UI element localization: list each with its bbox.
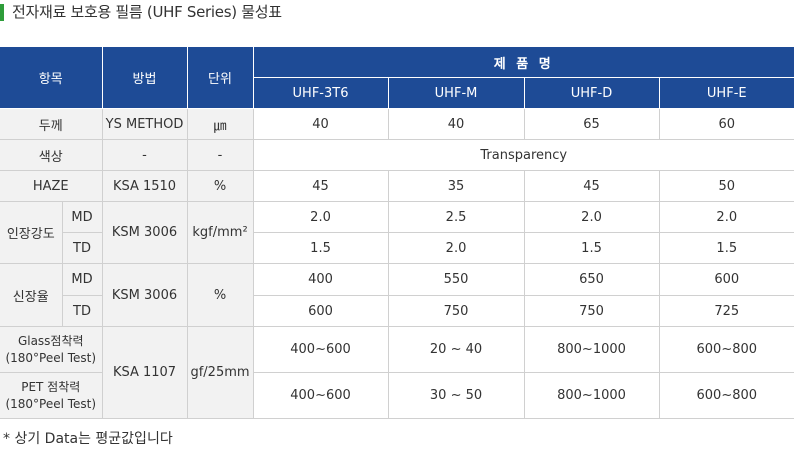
sub-label: TD	[62, 232, 103, 264]
value-cell: 35	[387, 170, 525, 202]
value-cell: 750	[523, 295, 660, 327]
row-label-line: Glass점착력	[17, 333, 84, 348]
row-label: HAZE	[0, 170, 103, 202]
unit-cell: -	[186, 139, 254, 171]
value-cell: 550	[387, 263, 525, 296]
value-cell: 600~800	[658, 326, 794, 373]
header-product-name: 제 품 명	[252, 46, 794, 78]
value-cell: 30 ~ 50	[387, 372, 525, 419]
row-label: 인장강도	[0, 201, 63, 264]
value-cell: 600	[252, 295, 389, 327]
sub-label: TD	[62, 295, 103, 327]
table-row: 인장강도 MD KSM 3006 kgf/mm² 2.0 2.5 2.0 2.0	[0, 201, 794, 264]
row-label: 신장율	[0, 263, 63, 327]
header-model: UHF-M	[387, 77, 525, 109]
value-cell: 800~1000	[523, 326, 660, 373]
value-cell: 45	[252, 170, 389, 202]
value-cell: 1.5	[252, 232, 389, 264]
table-row: TD 1.5 2.0 1.5 1.5	[0, 232, 794, 264]
value-cell: 45	[523, 170, 660, 202]
header-model: UHF-E	[658, 77, 794, 109]
table-row: Glass점착력 (180°Peel Test) KSA 1107 gf/25m…	[0, 326, 794, 419]
sub-label: MD	[61, 201, 103, 233]
row-label: 색상	[0, 139, 103, 171]
unit-cell: kgf/mm²	[186, 201, 254, 264]
value-cell: 600	[658, 263, 794, 296]
value-cell: 400~600	[252, 326, 389, 373]
method-cell: KSM 3006	[101, 263, 188, 327]
value-cell: 2.0	[252, 201, 389, 233]
footnote: * 상기 Data는 평균값입니다	[3, 431, 173, 447]
unit-cell: gf/25mm	[186, 326, 254, 419]
value-cell: 2.0	[658, 201, 794, 233]
unit-cell: ㎛	[186, 108, 254, 140]
header-method: 방법	[101, 46, 188, 109]
header-unit: 단위	[186, 46, 254, 109]
table-row: 색상 - - Transparency	[0, 139, 794, 171]
value-cell: 20 ~ 40	[387, 326, 525, 373]
header-model: UHF-D	[523, 77, 660, 109]
value-cell: 60	[658, 108, 794, 140]
table-row: 신장율 MD KSM 3006 % 400 550 650 600	[0, 263, 794, 327]
title-accent-bar	[0, 3, 4, 21]
value-cell: 1.5	[523, 232, 660, 264]
value-cell: 50	[658, 170, 794, 202]
value-cell: 600~800	[658, 372, 794, 419]
value-cell: 750	[387, 295, 525, 327]
value-cell: 725	[658, 295, 794, 327]
method-cell: KSA 1107	[101, 326, 188, 419]
value-cell: 400	[252, 263, 389, 296]
value-cell: 400~600	[252, 372, 389, 419]
value-cell: 40	[387, 108, 525, 140]
row-label-line: (180°Peel Test)	[5, 396, 97, 411]
title-bar: 전자재료 보호용 필름 (UHF Series) 물성표	[0, 0, 794, 24]
method-cell: -	[101, 139, 188, 171]
row-label: 두께	[0, 108, 103, 140]
value-cell: Transparency	[252, 139, 794, 171]
value-cell: 2.5	[387, 201, 525, 233]
page-title: 전자재료 보호용 필름 (UHF Series) 물성표	[12, 3, 282, 21]
value-cell: 2.0	[523, 201, 660, 233]
unit-cell: %	[186, 263, 254, 327]
properties-table: 항목 방법 단위 제 품 명 UHF-3T6 UHF-M UHF-D UHF-E…	[0, 46, 794, 419]
row-label-line: (180°Peel Test)	[5, 350, 97, 365]
value-cell: 800~1000	[523, 372, 660, 419]
table-row: TD 600 750 750 725	[0, 295, 794, 327]
value-cell: 65	[523, 108, 660, 140]
table-row: 두께 YS METHOD ㎛ 40 40 65 60	[0, 108, 794, 140]
method-cell: YS METHOD	[101, 108, 188, 140]
value-cell: 40	[252, 108, 389, 140]
value-cell: 1.5	[658, 232, 794, 264]
row-label: Glass점착력 (180°Peel Test)	[0, 326, 103, 373]
method-cell: KSA 1510	[101, 170, 188, 202]
method-cell: KSM 3006	[101, 201, 188, 264]
header-model: UHF-3T6	[253, 77, 389, 109]
value-cell: 2.0	[387, 232, 525, 264]
table-row: PET 점착력 (180°Peel Test) 400~600 30 ~ 50 …	[0, 372, 794, 419]
row-label: PET 점착력 (180°Peel Test)	[0, 372, 103, 419]
row-label-line: PET 점착력	[21, 379, 81, 394]
header-item: 항목	[0, 46, 103, 109]
value-cell: 650	[523, 263, 660, 296]
unit-cell: %	[186, 170, 254, 202]
sub-label: MD	[61, 263, 103, 296]
table-row: HAZE KSA 1510 % 45 35 45 50	[0, 170, 794, 202]
